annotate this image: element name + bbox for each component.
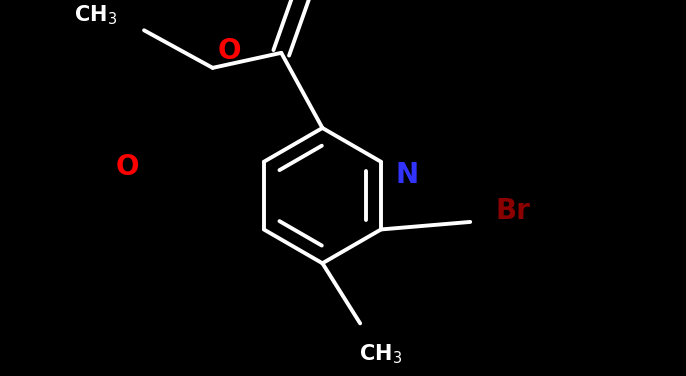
- Text: CH$_3$: CH$_3$: [73, 3, 117, 27]
- Text: CH$_3$: CH$_3$: [359, 342, 402, 366]
- Text: Br: Br: [496, 197, 530, 224]
- Text: O: O: [115, 153, 139, 182]
- Text: N: N: [395, 161, 418, 189]
- Text: O: O: [218, 37, 241, 65]
